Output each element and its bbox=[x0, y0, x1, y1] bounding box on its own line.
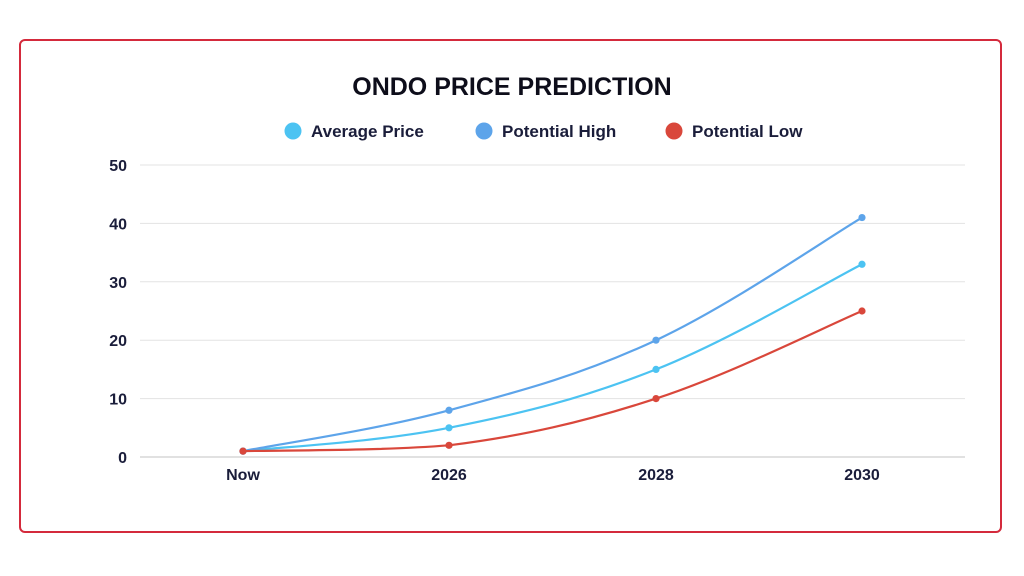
legend-swatch-average-price bbox=[284, 122, 302, 140]
point-potential-high-2026 bbox=[445, 406, 453, 414]
line-average-price bbox=[242, 263, 863, 453]
point-potential-low-2026 bbox=[445, 441, 453, 449]
point-average-price-2030 bbox=[858, 260, 866, 268]
y-tick-label-50: 50 bbox=[109, 158, 127, 175]
legend-item-potential-high: Potential High bbox=[475, 122, 616, 141]
point-potential-high-2028 bbox=[652, 336, 660, 344]
legend-swatch-potential-low bbox=[665, 122, 683, 140]
series-layer bbox=[239, 213, 866, 455]
point-average-price-2026 bbox=[445, 424, 453, 432]
legend-label-potential-high: Potential High bbox=[502, 122, 616, 141]
legend-label-average-price: Average Price bbox=[311, 122, 424, 141]
series-potential-high bbox=[239, 213, 866, 455]
series-potential-low bbox=[239, 307, 866, 455]
y-tick-label-20: 20 bbox=[109, 333, 127, 350]
line-potential-low bbox=[242, 309, 863, 453]
legend-item-potential-low: Potential Low bbox=[665, 122, 803, 141]
y-tick-label-0: 0 bbox=[118, 450, 127, 467]
x-tick-label-2026: 2026 bbox=[431, 467, 467, 484]
y-tick-label-40: 40 bbox=[109, 216, 127, 233]
legend-label-potential-low: Potential Low bbox=[692, 122, 803, 141]
series-average-price bbox=[239, 260, 866, 455]
chart-title: ONDO PRICE PREDICTION bbox=[352, 73, 671, 101]
legend-item-average-price: Average Price bbox=[284, 122, 424, 141]
point-potential-low-2030 bbox=[858, 307, 866, 315]
point-potential-low-now bbox=[239, 447, 247, 455]
y-axis: 0 10 20 30 40 50 bbox=[109, 158, 127, 467]
x-axis: Now 2026 2028 2030 bbox=[226, 467, 880, 484]
x-tick-label-now: Now bbox=[226, 467, 260, 484]
x-tick-label-2028: 2028 bbox=[638, 467, 674, 484]
legend: Average Price Potential High Potential L… bbox=[284, 122, 803, 141]
gridlines bbox=[140, 164, 965, 458]
point-potential-high-2030 bbox=[858, 213, 866, 222]
y-tick-label-30: 30 bbox=[109, 275, 127, 292]
x-tick-label-2030: 2030 bbox=[844, 467, 880, 484]
point-average-price-2028 bbox=[652, 365, 660, 373]
point-potential-low-2028 bbox=[652, 395, 660, 403]
legend-swatch-potential-high bbox=[475, 122, 493, 140]
line-potential-high bbox=[242, 216, 863, 453]
y-tick-label-10: 10 bbox=[109, 392, 127, 409]
chart-card bbox=[19, 39, 1002, 533]
